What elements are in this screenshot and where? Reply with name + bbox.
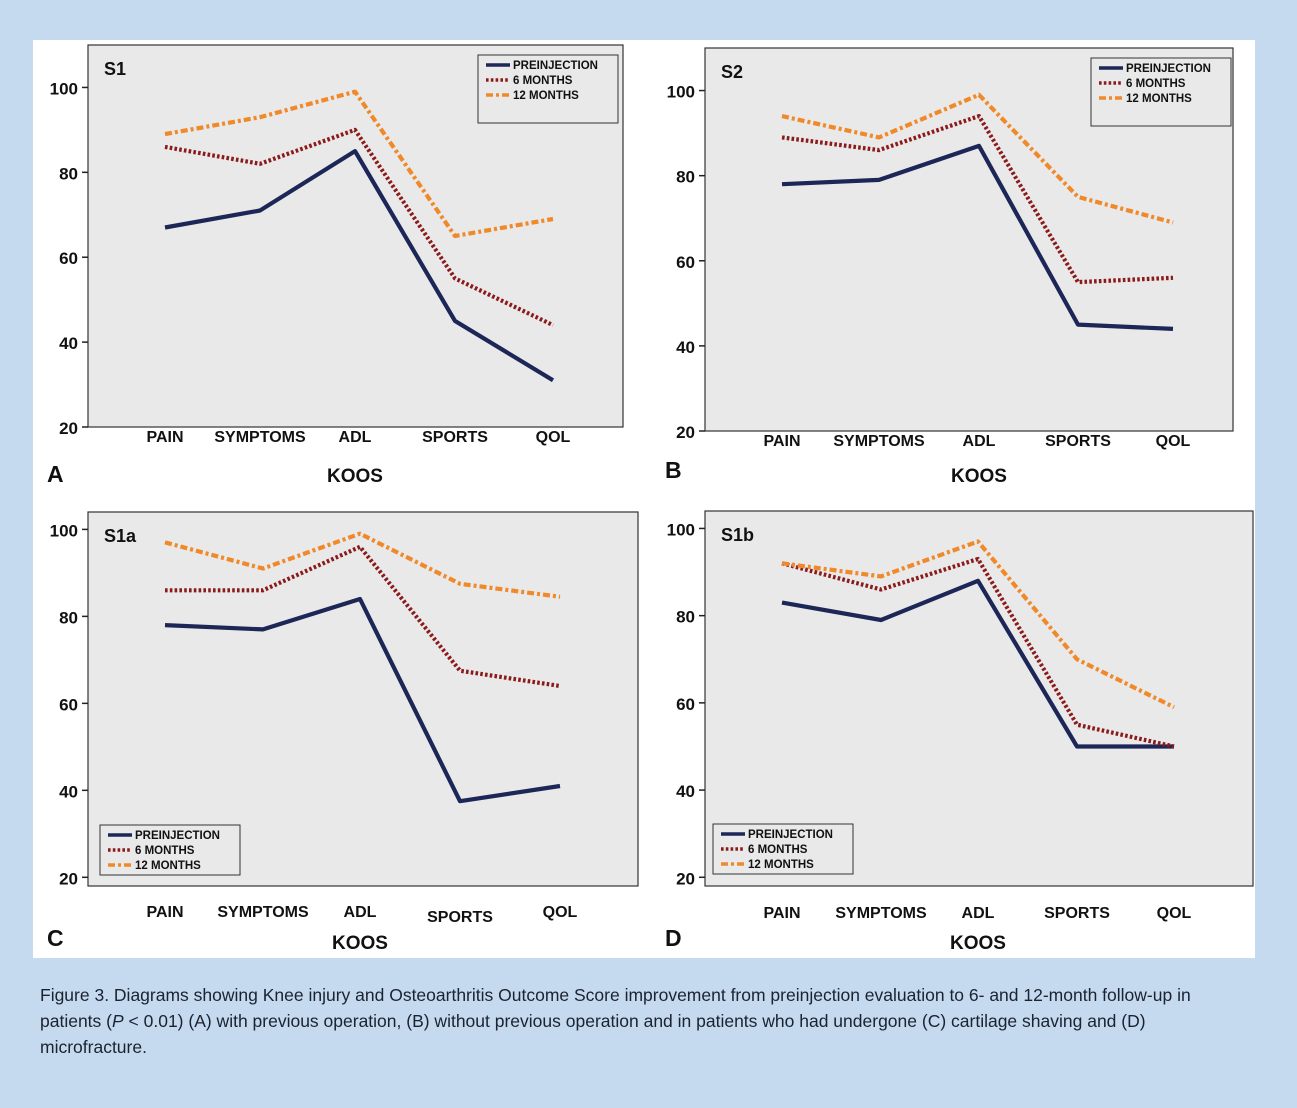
chart-c-plot-area [87, 511, 639, 887]
chart-c-series-preinjection [164, 596, 561, 804]
chart-c-x-tick-label: SPORTS [427, 909, 493, 926]
chart-c-x-tick-label: SYMPTOMS [217, 904, 309, 921]
chart-c-legend-label: 6 MONTHS [135, 845, 195, 857]
chart-c-y-tick-label: 40 [59, 782, 78, 801]
chart-b-y-tick-label: 80 [676, 168, 695, 187]
figure-panel: 20 40 60 80 100 PAIN SYMPTOMS ADL SPORTS QOL S1 PRE… [33, 40, 1255, 958]
chart-a-legend-label: PREINJECTION [513, 60, 598, 72]
chart-d-series-preinjection [781, 578, 1174, 749]
chart-d-legend-label: PREINJECTION [748, 829, 833, 841]
chart-d-x-axis-label: KOOS [950, 933, 1006, 954]
chart-b-series-preinjection [781, 143, 1174, 331]
chart-d-x-tick-label: SPORTS [1044, 905, 1110, 922]
chart-b-x-tick-label: PAIN [763, 433, 800, 450]
chart-a-panel-letter: A [47, 461, 64, 487]
chart-c-y-tick-label: 60 [59, 695, 78, 714]
chart-d-y-tick-label: 100 [667, 520, 695, 539]
chart-c-x-tick-label: ADL [344, 904, 377, 921]
chart-d-y-tick-label: 80 [676, 608, 695, 627]
chart-c-x-axis-label: KOOS [332, 933, 388, 954]
caption-p-symbol: P [111, 1011, 124, 1031]
chart-b-x-axis-label: KOOS [951, 466, 1007, 487]
chart-b-y-tick-label: 60 [676, 253, 695, 272]
chart-b-legend-label: 6 MONTHS [1126, 78, 1186, 90]
chart-d-legend-label: 12 MONTHS [748, 859, 814, 871]
figure-caption: Figure 3. Diagrams showing Knee injury a… [40, 982, 1250, 1060]
chart-a-legend-label: 12 MONTHS [513, 90, 579, 102]
chart-a-y-tick-label: 100 [50, 79, 78, 98]
chart-b-x-tick-label: SPORTS [1045, 433, 1111, 450]
chart-a-legend-label: 6 MONTHS [513, 75, 573, 87]
chart-b-title: S2 [721, 62, 743, 82]
chart-d-legend-label: 6 MONTHS [748, 844, 808, 856]
chart-d-x-tick-label: ADL [962, 905, 995, 922]
chart-d-title: S1b [721, 525, 754, 545]
chart-d-x-tick-label: SYMPTOMS [835, 905, 927, 922]
chart-d-y-tick-label: 40 [676, 782, 695, 801]
chart-c-title: S1a [104, 526, 137, 546]
chart-b-y-tick-label: 20 [676, 423, 695, 442]
chart-c-y-tick-label: 80 [59, 608, 78, 627]
chart-c-x-tick-label: QOL [543, 904, 578, 921]
chart-b-legend-label: PREINJECTION [1126, 63, 1211, 75]
chart-b-panel-letter: B [665, 457, 682, 483]
chart-a-x-tick-label: PAIN [146, 429, 183, 446]
caption-prefix: Figure 3. Diagrams showing Knee injury a… [40, 985, 1191, 1031]
chart-a-y-tick-label: 40 [59, 334, 78, 353]
chart-d-series-twelve-months [781, 539, 1175, 710]
chart-c-series-twelve-months [164, 531, 561, 599]
chart-a-series-six-months [164, 127, 554, 327]
chart-a-x-tick-label: SYMPTOMS [214, 429, 306, 446]
chart-d-panel-letter: D [665, 925, 682, 951]
chart-b-x-tick-label: ADL [963, 433, 996, 450]
chart-a-y-tick-label: 20 [59, 419, 78, 438]
chart-a-series-preinjection [164, 148, 555, 383]
chart-a-x-tick-label: ADL [339, 429, 372, 446]
chart-d-y-tick-label: 20 [676, 869, 695, 888]
chart-a-x-tick-label: QOL [536, 429, 571, 446]
chart-d-x-tick-label: PAIN [763, 905, 800, 922]
chart-c-legend-label: 12 MONTHS [135, 860, 201, 872]
chart-c-legend-label: PREINJECTION [135, 830, 220, 842]
chart-a-y-tick-label: 60 [59, 249, 78, 268]
chart-c-x-tick-label: PAIN [146, 904, 183, 921]
chart-d-x-tick-label: QOL [1157, 905, 1192, 922]
chart-b-y-tick-label: 100 [667, 83, 695, 102]
chart-c-y-tick-label: 20 [59, 869, 78, 888]
chart-a-y-tick-label: 80 [59, 164, 78, 183]
chart-b-legend-label: 12 MONTHS [1126, 93, 1192, 105]
figure-charts: 20 40 60 80 100 PAIN SYMPTOMS ADL SPORTS QOL S1 PRE… [47, 44, 1254, 954]
chart-b-series-twelve-months [781, 92, 1174, 225]
chart-a-x-axis-label: KOOS [327, 466, 383, 487]
chart-a-series-twelve-months [164, 89, 554, 239]
chart-d-y-tick-label: 60 [676, 695, 695, 714]
chart-b-x-tick-label: QOL [1156, 433, 1191, 450]
chart-c-y-tick-label: 100 [50, 521, 78, 540]
caption-suffix: < 0.01) (A) with previous operation, (B)… [40, 1011, 1146, 1057]
chart-a-x-tick-label: SPORTS [422, 429, 488, 446]
chart-c-panel-letter: C [47, 925, 64, 951]
chart-b-series-six-months [781, 113, 1174, 285]
chart-a-title: S1 [104, 59, 126, 79]
chart-b-y-tick-label: 40 [676, 338, 695, 357]
chart-b-x-tick-label: SYMPTOMS [833, 433, 925, 450]
chart-d-series-six-months [781, 556, 1175, 749]
